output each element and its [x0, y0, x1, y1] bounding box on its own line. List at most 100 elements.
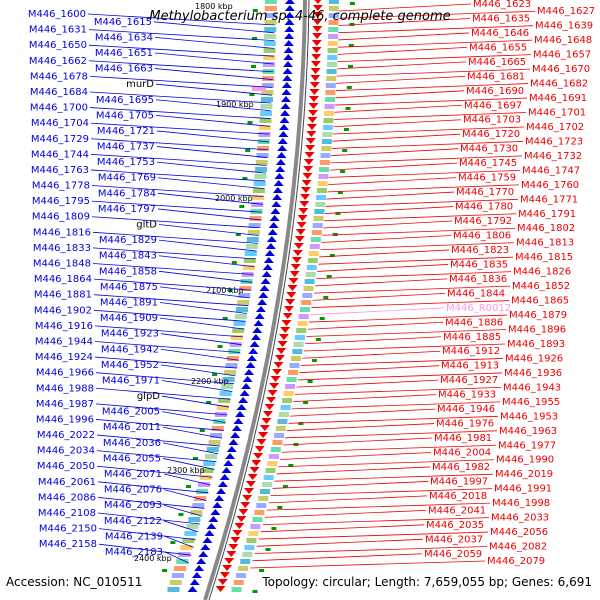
backbone-inner [208, 0, 310, 600]
left-gene-label: M446_1902 [34, 305, 92, 316]
left-strand-gene-arrow [262, 264, 273, 270]
left-gene-label: M446_2139 [105, 531, 163, 542]
gene-marker [303, 401, 309, 404]
left-strand-gene-arrow [273, 180, 284, 186]
left-gene-label: M446_1678 [30, 71, 88, 82]
label-leader-line [90, 122, 270, 135]
gene-marker [340, 170, 346, 173]
left-gene-label: M446_1942 [101, 344, 159, 355]
gene-category-bar [261, 90, 274, 95]
right-strand-gene-arrow [308, 96, 319, 102]
gene-category-bar [324, 111, 334, 116]
gene-category-bar [251, 202, 264, 207]
gene-category-bar [224, 370, 237, 375]
gene-category-bar [264, 0, 277, 4]
right-gene-label: M446_1963 [499, 426, 557, 437]
gene-category-bar [327, 48, 338, 53]
right-gene-label: M446_1690 [466, 86, 524, 97]
gene-category-bar [297, 321, 308, 326]
gene-marker [288, 464, 294, 467]
left-strand-gene-arrow [239, 390, 250, 396]
gene-category-bar [328, 6, 339, 11]
left-strand-gene-arrow [236, 404, 247, 410]
right-strand-gene-arrow [312, 33, 323, 39]
label-leader-line [155, 83, 272, 96]
gene-marker [282, 485, 288, 488]
gene-marker [311, 359, 317, 362]
left-strand-gene-arrow [274, 173, 285, 179]
left-gene-label: M446_1848 [33, 259, 91, 270]
gene-category-bar [310, 237, 321, 242]
gene-category-bar [315, 202, 326, 207]
label-leader-line [337, 47, 468, 55]
left-gene-label: M446_2183 [105, 547, 163, 558]
right-gene-label: M446_1723 [525, 136, 583, 147]
label-leader-line [161, 411, 226, 424]
right-gene-label: M446_1886 [445, 317, 503, 328]
label-leader-line [250, 560, 486, 569]
right-gene-label: M446_1946 [437, 404, 495, 415]
gene-category-bar [253, 181, 266, 186]
left-strand-gene-arrow [282, 61, 293, 67]
gene-category-bar [263, 475, 274, 480]
gene-category-bar [318, 174, 329, 179]
right-strand-gene-arrow [274, 355, 285, 361]
left-gene-label: M446_1916 [35, 321, 93, 332]
scale-tick-label: 2300 kbp [167, 466, 205, 475]
right-strand-gene-arrow [256, 439, 267, 445]
right-strand-gene-arrow [236, 516, 247, 522]
left-strand-gene-arrow [280, 96, 291, 102]
right-gene-label: M446_1826 [513, 267, 571, 278]
gene-category-bar [263, 55, 276, 60]
gene-marker [265, 548, 271, 551]
label-leader-line [330, 155, 523, 164]
gene-category-bar [308, 251, 319, 256]
label-leader-line [155, 114, 270, 127]
gene-marker [337, 191, 343, 194]
gene-marker [348, 44, 354, 47]
left-strand-gene-arrow [270, 208, 281, 214]
label-leader-line [326, 191, 455, 200]
right-strand-gene-arrow [238, 509, 249, 515]
gene-category-bar [247, 230, 260, 235]
left-strand-gene-arrow [244, 369, 255, 375]
right-strand-gene-arrow [308, 110, 319, 116]
left-gene-label: M446_1944 [35, 336, 93, 347]
right-gene-label: M446_1977 [498, 440, 556, 451]
gene-category-bar [321, 146, 332, 151]
label-leader-line [98, 543, 192, 556]
label-leader-line [338, 32, 470, 41]
right-strand-gene-arrow [292, 250, 303, 256]
right-gene-label: M446_1933 [438, 390, 496, 401]
left-gene-label: M446_2122 [104, 516, 162, 527]
gene-category-bar [252, 517, 263, 522]
right-gene-label: M446_1697 [464, 100, 522, 111]
gene-category-bar [256, 153, 269, 158]
gene-marker [277, 506, 283, 509]
gene-category-bar [194, 496, 207, 501]
gene-category-bar [260, 111, 272, 116]
label-leader-line [279, 452, 432, 460]
left-strand-gene-arrow [230, 432, 241, 438]
left-strand-gene-arrow [278, 124, 289, 130]
right-strand-gene-arrow [312, 5, 323, 11]
right-gene-label: M446_1701 [528, 108, 586, 119]
right-gene-label: M446_1865 [511, 296, 569, 307]
right-gene-label: M446_1745 [459, 158, 517, 169]
label-leader-line [94, 356, 238, 369]
label-leader-line [323, 220, 453, 229]
gene-category-bar [328, 20, 339, 25]
gene-category-bar [211, 426, 224, 431]
gene-marker [346, 86, 352, 89]
left-gene-label: M446_1729 [31, 134, 89, 145]
gene-marker [271, 527, 277, 530]
gene-category-bar [261, 97, 273, 102]
left-gene-label: M446_1795 [32, 196, 90, 207]
left-gene-label: M446_2011 [103, 422, 161, 433]
right-strand-gene-arrow [297, 215, 308, 221]
right-strand-gene-arrow [249, 467, 260, 473]
gene-category-bar [174, 566, 187, 571]
right-strand-gene-arrow [311, 54, 322, 60]
right-strand-gene-arrow [310, 68, 321, 74]
right-gene-label: M446_1815 [515, 252, 573, 263]
